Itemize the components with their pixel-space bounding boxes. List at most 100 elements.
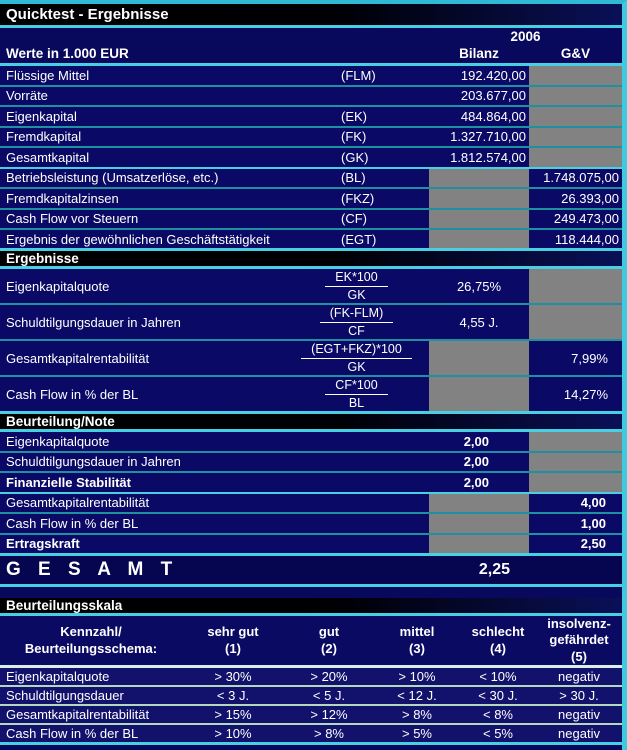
scale-value: > 15% [214, 706, 252, 722]
scale-value: < 30 J. [478, 687, 518, 703]
column-header-area: 2006 Werte in 1.000 EUR Bilanz G&V [0, 28, 622, 66]
scale-row: Eigenkapitalquote > 30% > 20% > 10% < 10… [0, 667, 622, 687]
column-header-gv: G&V [560, 46, 591, 61]
rating-value-cell: 1,00 [580, 515, 606, 531]
row-label: Flüssige Mittel [6, 67, 90, 83]
gv-blocked-cell [529, 86, 622, 105]
rating-value-cell: 2,50 [580, 536, 606, 551]
total-label: G E S A M T [6, 558, 179, 580]
result-row: Cash Flow in % der BL CF*100 BL 14,27% [0, 377, 622, 414]
row-code: (GK) [341, 149, 369, 165]
rating-row: Eigenkapitalquote 2,00 [0, 432, 622, 453]
result-value-cell: 4,55 J. [459, 314, 499, 330]
page-title: Quicktest - Ergebnisse [6, 6, 169, 23]
fraction-numerator: (FK-FLM) [319, 306, 394, 323]
scale-row: Gesamtkapitalrentabilität > 15% > 12% > … [0, 705, 622, 725]
scale-value: negativ [558, 725, 600, 741]
scale-header-row: Kennzahl/ Beurteilungsschema: sehr gut (… [0, 615, 622, 668]
result-row: Eigenkapitalquote EK*100 GK 26,75% [0, 269, 622, 305]
scale-row: Cash Flow in % der BL > 10% > 8% > 5% < … [0, 724, 622, 745]
fraction-numerator: CF*100 [325, 378, 388, 395]
bilanz-value-cell[interactable]: 192.420,00 [460, 67, 526, 83]
bilanz-value-cell[interactable]: 484.864,00 [460, 108, 526, 124]
scale-value: < 5 J. [312, 687, 346, 703]
row-code [341, 87, 429, 106]
table-row: Gesamtkapital (GK) 1.812.574,00 [0, 148, 622, 169]
scale-column-header: mittel (3) [399, 624, 435, 656]
row-code: (CF) [341, 211, 367, 227]
bilanz-value-cell[interactable]: 203.677,00 [460, 88, 526, 104]
gv-value-cell[interactable]: 249.473,00 [553, 211, 619, 227]
row-code: (EK) [341, 108, 367, 124]
scale-row-label: Cash Flow in % der BL [6, 725, 139, 741]
row-label: Cash Flow vor Steuern [6, 211, 139, 227]
formula-cell: EK*100 GK [284, 269, 429, 303]
row-label: Gesamtkapitalrentabilität [6, 350, 150, 366]
bilanz-value-cell[interactable]: 1.327.710,00 [450, 129, 526, 145]
gv-value-cell[interactable]: 26.393,00 [561, 190, 619, 206]
row-label: Schuldtilgungsdauer in Jahren [6, 454, 181, 470]
result-value-cell: 7,99% [571, 350, 608, 366]
table-row: Vorräte 203.677,00 [0, 86, 622, 107]
rating-subtotal-row: Finanzielle Stabilität 2,00 [0, 473, 622, 494]
row-label: Gesamtkapitalrentabilität [6, 495, 150, 511]
fraction-numerator: (EGT+FKZ)*100 [301, 342, 412, 359]
table-row: Cash Flow vor Steuern (CF) 249.473,00 [0, 209, 622, 230]
rating-subtotal-row: Ertragskraft 2,50 [0, 534, 622, 556]
scale-value: > 30 J. [559, 687, 599, 703]
scale-column-header: sehr gut (1) [207, 624, 259, 656]
gv-value-cell[interactable]: 1.748.075,00 [543, 170, 619, 186]
row-label: Eigenkapital [6, 108, 77, 124]
scale-value: > 10% [214, 725, 252, 741]
scale-value: < 12 J. [397, 687, 437, 703]
formula-cell: (FK-FLM) CF [284, 305, 429, 339]
formula-cell: CF*100 BL [284, 377, 429, 411]
scale-value: > 5% [402, 725, 432, 741]
row-code: (FKZ) [341, 190, 375, 206]
rating-value-cell: 2,00 [463, 454, 489, 470]
gv-blocked-cell [529, 432, 622, 451]
total-row: G E S A M T 2,25 [0, 555, 622, 587]
scale-value: > 8% [314, 725, 344, 741]
total-value: 2,25 [478, 560, 510, 578]
gv-blocked-cell [529, 452, 622, 471]
table-row: Ergebnis der gewöhnlichen Geschäftstätig… [0, 230, 622, 251]
bilanz-value-cell[interactable]: 1.812.574,00 [450, 149, 526, 165]
table-row: Eigenkapital (EK) 484.864,00 [0, 107, 622, 128]
row-label: Fremdkapital [6, 129, 82, 145]
rating-value-cell: 4,00 [580, 495, 606, 511]
fraction-denominator: CF [348, 323, 365, 338]
row-code: (EGT) [341, 231, 377, 247]
table-row: Flüssige Mittel (FLM) 192.420,00 [0, 66, 622, 87]
column-header-bilanz: Bilanz [459, 46, 499, 61]
scale-value: negativ [558, 706, 600, 722]
fraction-numerator: EK*100 [325, 270, 388, 287]
report-title-bar: Quicktest - Ergebnisse [0, 4, 622, 28]
row-label: Betriebsleistung (Umsatzerlöse, etc.) [6, 170, 219, 186]
scale-value: > 10% [398, 668, 436, 684]
row-label: Schuldtilgungsdauer in Jahren [6, 314, 181, 330]
scale-value: < 8% [483, 706, 513, 722]
section-header-scale: Beurteilungsskala [0, 597, 622, 616]
gv-value-cell[interactable]: 118.444,00 [554, 231, 619, 247]
scale-corner-header: Kennzahl/ Beurteilungsschema: [24, 624, 158, 656]
row-label: Cash Flow in % der BL [6, 386, 139, 402]
scale-value: < 3 J. [216, 687, 250, 703]
row-label: Vorräte [6, 88, 48, 104]
bilanz-blocked-cell [429, 534, 529, 553]
scale-value: > 20% [310, 668, 348, 684]
fraction-denominator: GK [347, 359, 366, 374]
bilanz-blocked-cell [429, 230, 529, 248]
scale-column-header: insolvenz- gefährdet (5) [547, 615, 611, 664]
bilanz-blocked-cell [429, 209, 529, 228]
section-header-results: Ergebnisse [0, 251, 622, 269]
values-unit-label: Werte in 1.000 EUR [6, 46, 129, 61]
gv-blocked-cell [529, 107, 622, 126]
rating-value-cell: 2,00 [463, 474, 489, 490]
row-label: Ertragskraft [6, 536, 80, 551]
spacer-row [0, 586, 622, 598]
scale-value: > 30% [214, 668, 252, 684]
rating-row: Cash Flow in % der BL 1,00 [0, 514, 622, 535]
rating-row: Gesamtkapitalrentabilität 4,00 [0, 493, 622, 514]
